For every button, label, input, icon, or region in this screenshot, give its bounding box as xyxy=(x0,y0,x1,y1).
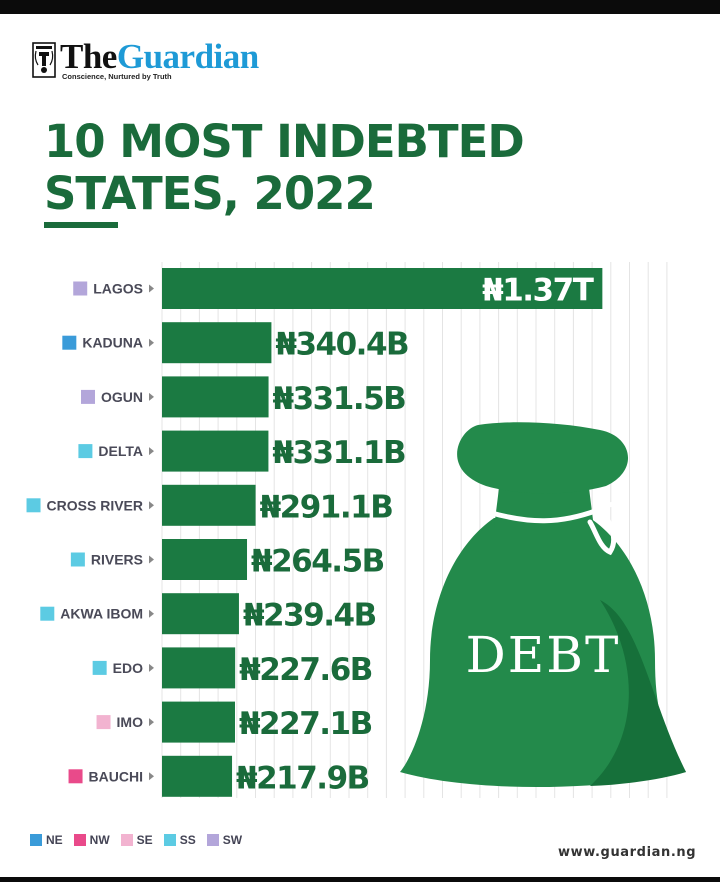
category-arrow-icon xyxy=(149,284,154,293)
chart-legend: NE NW SE SS SW xyxy=(30,833,242,847)
category-arrow-icon xyxy=(149,663,154,672)
bar xyxy=(162,376,269,418)
region-swatch xyxy=(96,715,111,730)
region-swatch xyxy=(68,769,83,784)
logo-tagline: Conscience, Nurtured by Truth xyxy=(62,72,172,81)
chart-title-line1: 10 MOST INDEBTED xyxy=(44,115,525,168)
bag-rope xyxy=(485,501,624,556)
data-label: ₦217.9B xyxy=(236,760,369,796)
category-arrow-icon xyxy=(149,338,154,347)
category-arrow-icon xyxy=(149,718,154,727)
legend-swatch xyxy=(73,834,86,846)
logo-guardian: Guardian xyxy=(116,37,259,76)
logo-the: The xyxy=(60,37,117,76)
guardian-emblem-icon xyxy=(32,42,56,78)
bar xyxy=(162,268,603,309)
legend-item-sw: SW xyxy=(206,833,243,847)
region-swatch xyxy=(78,444,93,459)
legend-label: SE xyxy=(136,833,153,847)
bar xyxy=(162,539,248,580)
chart-title: 10 MOST INDEBTED STATES, 2022 xyxy=(44,115,525,220)
data-label: ₦331.1B xyxy=(272,435,405,471)
region-swatch xyxy=(40,606,55,621)
category-arrow-icon xyxy=(149,609,154,618)
bag-label: DEBT xyxy=(466,626,621,684)
legend-item-nw: NW xyxy=(73,833,110,847)
category-arrow-icon xyxy=(149,555,154,564)
category-arrow-icon xyxy=(149,772,154,781)
top-bar xyxy=(0,0,720,14)
region-swatch xyxy=(62,335,77,350)
data-label: ₦227.6B xyxy=(239,652,372,688)
region-swatch xyxy=(26,498,41,513)
money-bag-icon: DEBT xyxy=(400,422,686,787)
region-swatch xyxy=(92,660,107,675)
legend-label: NE xyxy=(46,833,63,847)
legend-swatch xyxy=(30,834,42,846)
data-label: ₦1.37T xyxy=(482,273,594,309)
chart-title-line2: STATES, 2022 xyxy=(44,167,376,220)
data-label: ₦264.5B xyxy=(251,544,384,580)
bag-top xyxy=(457,422,629,494)
region-swatch xyxy=(81,389,95,404)
bar xyxy=(162,701,235,743)
legend-item-se: SE xyxy=(120,833,153,847)
category-label: LAGOS xyxy=(93,281,143,297)
legend-swatch xyxy=(163,834,176,846)
category-arrow-icon xyxy=(149,447,154,456)
legend-item-ss: SS xyxy=(163,833,196,847)
category-label: CROSS RIVER xyxy=(47,497,143,513)
category-arrow-icon xyxy=(149,501,154,510)
legend-swatch xyxy=(206,834,219,846)
bag-shadow xyxy=(590,600,686,786)
data-label: ₦331.5B xyxy=(273,381,406,417)
category-label: KADUNA xyxy=(82,335,143,351)
data-label: ₦340.4B xyxy=(275,327,408,363)
website-url[interactable]: www.guardian.ng xyxy=(558,845,697,860)
bar xyxy=(162,484,256,526)
region-swatch xyxy=(70,552,85,567)
legend-label: NW xyxy=(89,833,110,847)
category-label: OGUN xyxy=(101,389,143,405)
bar xyxy=(162,593,239,635)
legend-label: SS xyxy=(179,833,196,847)
bar xyxy=(162,647,236,689)
category-label: IMO xyxy=(117,714,144,730)
legend-item-ne: NE xyxy=(30,833,63,847)
data-label: ₦291.1B xyxy=(260,489,393,525)
legend-label: SW xyxy=(222,833,243,847)
category-label: AKWA IBOM xyxy=(60,606,143,622)
bottom-bar xyxy=(0,877,720,882)
bag-body xyxy=(400,518,686,787)
data-label: ₦239.4B xyxy=(243,598,376,634)
legend-swatch xyxy=(120,834,133,846)
region-swatch xyxy=(73,281,88,296)
title-underline xyxy=(44,222,118,228)
category-arrow-icon xyxy=(149,392,154,401)
category-label: EDO xyxy=(113,660,143,676)
data-label: ₦227.1B xyxy=(239,706,372,742)
category-label: BAUCHI xyxy=(89,768,143,784)
category-label: DELTA xyxy=(98,443,143,459)
bar xyxy=(162,755,233,797)
bar xyxy=(162,430,269,472)
logo-wordmark: TheGuardian xyxy=(60,38,259,76)
category-label: RIVERS xyxy=(91,552,143,568)
chart-bars: LAGOS ₦1.37T KADUNA ₦340.4B OGUN ₦331.5B DELTA… xyxy=(26,268,603,797)
bar xyxy=(162,322,272,364)
